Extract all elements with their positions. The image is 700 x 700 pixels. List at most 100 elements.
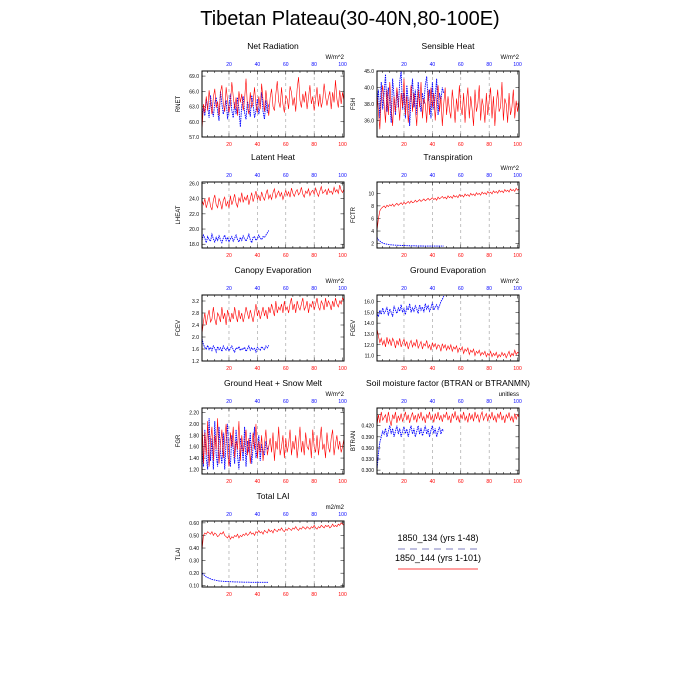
x-tick-label-top: 40	[430, 62, 436, 68]
x-tick-label-bottom: 20	[401, 479, 407, 485]
y-tick-label: 57.0	[189, 135, 199, 141]
series-line-1850_144	[377, 410, 519, 426]
y-axis-label: FCEV	[176, 320, 182, 336]
x-tick-label-top: 80	[311, 286, 317, 292]
y-tick-label: 0.330	[361, 457, 374, 463]
x-tick-label-top: 60	[283, 173, 289, 179]
panel-title: Transpiration	[423, 152, 473, 162]
panel-units: W/m^2	[326, 279, 345, 285]
x-tick-label-bottom: 100	[338, 253, 347, 259]
y-axis-label: FGR	[176, 434, 182, 447]
x-tick-label-bottom: 60	[458, 253, 464, 259]
y-axis-label: FSH	[351, 98, 357, 110]
x-tick-label-bottom: 40	[430, 366, 436, 372]
x-tick-label-top: 80	[486, 286, 492, 292]
legend-label-1: 1850_134 (yrs 1-48)	[397, 533, 478, 543]
x-tick-label-top: 80	[311, 62, 317, 68]
x-tick-label-bottom: 40	[255, 479, 261, 485]
x-tick-label-bottom: 40	[430, 479, 436, 485]
x-tick-label-bottom: 40	[430, 253, 436, 259]
panel-4: Canopy Evaporation W/m^2 FCEV 1.2 1.6 2.0 2.4 2…	[176, 265, 347, 372]
panel-units: W/m^2	[326, 55, 345, 61]
y-tick-label: 38.0	[364, 102, 374, 108]
y-tick-label: 1.80	[189, 433, 199, 439]
panel-3: Transpiration W/m^2 FCTR 2 4 6 8 10 20 40 60 80 100 2…	[351, 152, 522, 259]
x-tick-label-top: 40	[430, 286, 436, 292]
series-line-1850_144	[202, 77, 344, 132]
y-tick-label: 0.10	[189, 584, 199, 590]
panel-2: Latent Heat LHEAT 18.0 20.0 22.0 24.0 26.0 20 40…	[176, 152, 347, 259]
x-tick-label-top: 60	[283, 62, 289, 68]
y-axis-label: FCTR	[351, 206, 357, 223]
x-tick-label-top: 20	[226, 399, 232, 405]
series-line-1850_134	[377, 425, 445, 471]
x-tick-label-top: 100	[513, 62, 522, 68]
y-tick-label: 18.0	[189, 242, 199, 248]
y-tick-label: 66.0	[189, 89, 199, 95]
panel-units: W/m^2	[501, 279, 520, 285]
x-tick-label-top: 100	[513, 173, 522, 179]
x-tick-label-bottom: 100	[338, 479, 347, 485]
panel-title: Ground Evaporation	[410, 265, 486, 275]
x-tick-label-bottom: 60	[283, 592, 289, 598]
x-tick-label-top: 20	[401, 173, 407, 179]
x-tick-label-top: 40	[255, 399, 261, 405]
x-tick-label-bottom: 100	[513, 366, 522, 372]
x-tick-label-bottom: 80	[311, 366, 317, 372]
plot-frame	[376, 407, 520, 475]
series-line-1850_134	[377, 295, 445, 319]
y-tick-label: 2.00	[189, 422, 199, 428]
x-tick-label-bottom: 100	[338, 142, 347, 148]
x-tick-label-top: 100	[338, 173, 347, 179]
y-tick-label: 26.0	[189, 182, 199, 188]
y-tick-label: 0.60	[189, 521, 199, 527]
x-tick-label-top: 100	[338, 512, 347, 518]
y-tick-label: 0.30	[189, 559, 199, 565]
x-tick-label-bottom: 60	[283, 479, 289, 485]
x-tick-label-top: 60	[283, 399, 289, 405]
y-axis-label: BTRAN	[351, 431, 357, 451]
series-line-1850_134	[202, 338, 270, 354]
y-tick-label: 3.2	[192, 299, 199, 305]
x-tick-label-top: 100	[338, 62, 347, 68]
x-tick-label-bottom: 40	[430, 142, 436, 148]
plot-frame	[201, 294, 345, 362]
y-tick-label: 69.0	[189, 74, 199, 80]
y-tick-label: 16.0	[364, 299, 374, 305]
x-tick-label-top: 60	[283, 286, 289, 292]
x-tick-label-top: 20	[226, 62, 232, 68]
x-tick-label-bottom: 20	[401, 366, 407, 372]
x-tick-label-bottom: 20	[401, 253, 407, 259]
series-line-1850_144	[202, 184, 344, 211]
panel-7: Soil moisture factor (BTRAN or BTRANMN) u…	[351, 378, 530, 485]
plot-frame	[376, 70, 520, 138]
x-tick-label-bottom: 100	[338, 366, 347, 372]
series-line-1850_144	[377, 187, 519, 232]
series-line-1850_144	[377, 328, 519, 359]
y-tick-label: 40.0	[364, 86, 374, 92]
y-tick-label: 2	[371, 242, 374, 248]
x-tick-label-top: 60	[458, 173, 464, 179]
x-tick-label-bottom: 100	[513, 142, 522, 148]
series-line-1850_134	[202, 230, 270, 245]
y-tick-label: 36.0	[364, 119, 374, 125]
series-line-1850_134	[377, 237, 444, 247]
x-tick-label-top: 40	[255, 286, 261, 292]
y-tick-label: 1.6	[192, 347, 199, 353]
y-axis-label: LHEAT	[176, 205, 182, 224]
y-axis-label: RNET	[176, 96, 182, 113]
x-tick-label-bottom: 20	[226, 479, 232, 485]
y-tick-label: 0.50	[189, 533, 199, 539]
y-tick-label: 0.390	[361, 435, 374, 441]
x-tick-label-top: 60	[458, 62, 464, 68]
x-tick-label-top: 20	[401, 286, 407, 292]
panel-units: W/m^2	[326, 392, 345, 398]
x-tick-label-top: 100	[513, 286, 522, 292]
plot-frame	[201, 520, 345, 588]
plot-frame	[201, 70, 345, 138]
x-tick-label-bottom: 60	[458, 479, 464, 485]
y-tick-label: 1.60	[189, 445, 199, 451]
y-tick-label: 10	[368, 191, 374, 197]
y-tick-label: 2.0	[192, 335, 199, 341]
x-tick-label-bottom: 40	[255, 592, 261, 598]
